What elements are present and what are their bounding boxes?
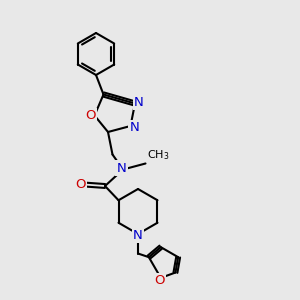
Text: N: N: [117, 161, 126, 175]
Text: N: N: [130, 121, 139, 134]
Text: CH$_3$: CH$_3$: [147, 148, 170, 162]
Text: O: O: [85, 109, 96, 122]
Text: N: N: [134, 95, 144, 109]
Text: N: N: [133, 229, 143, 242]
Text: O: O: [75, 178, 85, 191]
Text: O: O: [154, 274, 164, 287]
